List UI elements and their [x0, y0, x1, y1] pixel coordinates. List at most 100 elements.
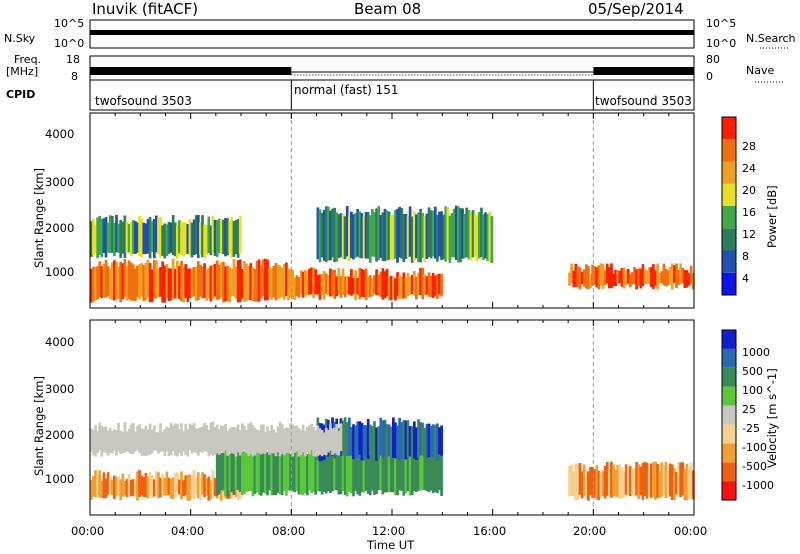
echo-cell [612, 464, 615, 497]
echo-cell [415, 214, 418, 259]
echo-cell [217, 264, 221, 300]
echo-cell [444, 206, 448, 262]
echo-cell [379, 271, 383, 297]
echo-cell [291, 270, 295, 300]
echo-cell [377, 426, 381, 459]
echo-cell [270, 424, 274, 453]
echo-cell [173, 473, 177, 497]
echo-cell [253, 427, 257, 456]
echo-cell [368, 215, 372, 263]
nave-tick-high: 80 [706, 53, 720, 66]
echo-cell [631, 272, 634, 285]
echo-cell [326, 206, 330, 261]
echo-cell [297, 428, 301, 457]
echo-cell [356, 277, 360, 295]
echo-cell [675, 471, 678, 495]
echo-cell [92, 429, 95, 456]
echo-cell [373, 211, 376, 257]
echo-cell [222, 447, 225, 491]
echo-cell [94, 266, 97, 301]
echo-cell [146, 259, 150, 297]
echo-cell [687, 273, 691, 286]
echo-cell [222, 261, 225, 303]
echo-cell [247, 266, 250, 300]
echo-cell [136, 265, 139, 297]
echo-cell [433, 448, 437, 492]
echo-cell [171, 425, 175, 452]
echo-cell [293, 426, 297, 453]
echo-cell [251, 425, 255, 457]
echo-cell [605, 263, 609, 284]
echo-cell [142, 265, 146, 302]
echo-cell [419, 422, 422, 456]
echo-cell [580, 272, 584, 285]
echo-cell [350, 426, 353, 456]
echo-cell [110, 215, 114, 253]
echo-cell [186, 224, 190, 254]
echo-cell [234, 266, 238, 299]
echo-cell [182, 221, 185, 257]
echo-cell [238, 259, 242, 302]
echo-cell [98, 215, 102, 256]
echo-cell [211, 470, 215, 496]
echo-cell [157, 217, 160, 255]
echo-cell [572, 270, 576, 288]
echo-cell [626, 464, 630, 495]
echo-cell [452, 208, 456, 258]
echo-cell [207, 429, 211, 457]
echo-cell [234, 220, 238, 255]
echo-cell [150, 429, 154, 454]
echo-cell [364, 268, 368, 301]
echo-cell [375, 445, 378, 494]
echo-cell [312, 267, 316, 298]
echo-cell [318, 444, 322, 492]
velocity-cbar-tick: -500 [742, 460, 767, 473]
echo-cell [209, 422, 213, 455]
echo-cell [301, 424, 305, 451]
echo-cell [324, 206, 328, 262]
echo-cell [675, 263, 678, 289]
echo-cell [392, 417, 395, 459]
echo-cell [589, 466, 592, 496]
echo-cell [194, 428, 198, 453]
echo-cell [297, 277, 301, 298]
echo-cell [354, 425, 357, 457]
echo-cell [165, 224, 169, 257]
echo-cell [230, 217, 234, 258]
echo-cell [157, 268, 160, 297]
echo-cell [142, 477, 146, 497]
echo-cell [482, 214, 485, 261]
echo-cell [117, 476, 120, 496]
echo-cell [119, 430, 123, 454]
echo-cell [94, 225, 97, 254]
echo-cell [205, 478, 209, 496]
echo-cell [243, 260, 246, 302]
echo-cell [404, 447, 408, 494]
cpid-segment-1: twofsound 3503 [95, 94, 192, 108]
echo-cell [394, 449, 397, 495]
echo-cell [247, 423, 250, 457]
echo-cell [408, 449, 412, 496]
echo-cell [104, 259, 108, 298]
echo-cell [412, 449, 416, 492]
echo-cell [306, 454, 309, 496]
echo-cell [217, 447, 221, 494]
echo-cell [90, 268, 93, 303]
echo-cell [205, 269, 209, 301]
echo-cell [362, 216, 366, 259]
echo-cell [287, 268, 290, 301]
echo-cell [245, 263, 248, 302]
echo-cell [127, 260, 131, 300]
echo-cell [643, 461, 647, 496]
echo-cell [371, 425, 374, 459]
cpid-frame [89, 79, 695, 111]
echo-cell [383, 419, 387, 456]
echo-cell [201, 426, 204, 453]
echo-cell [144, 425, 148, 457]
echo-cell [169, 422, 173, 456]
echo-cell [102, 218, 106, 254]
echo-cell [421, 451, 425, 490]
echo-cell [100, 426, 104, 457]
echo-cell [423, 215, 427, 262]
echo-cell [316, 275, 320, 295]
